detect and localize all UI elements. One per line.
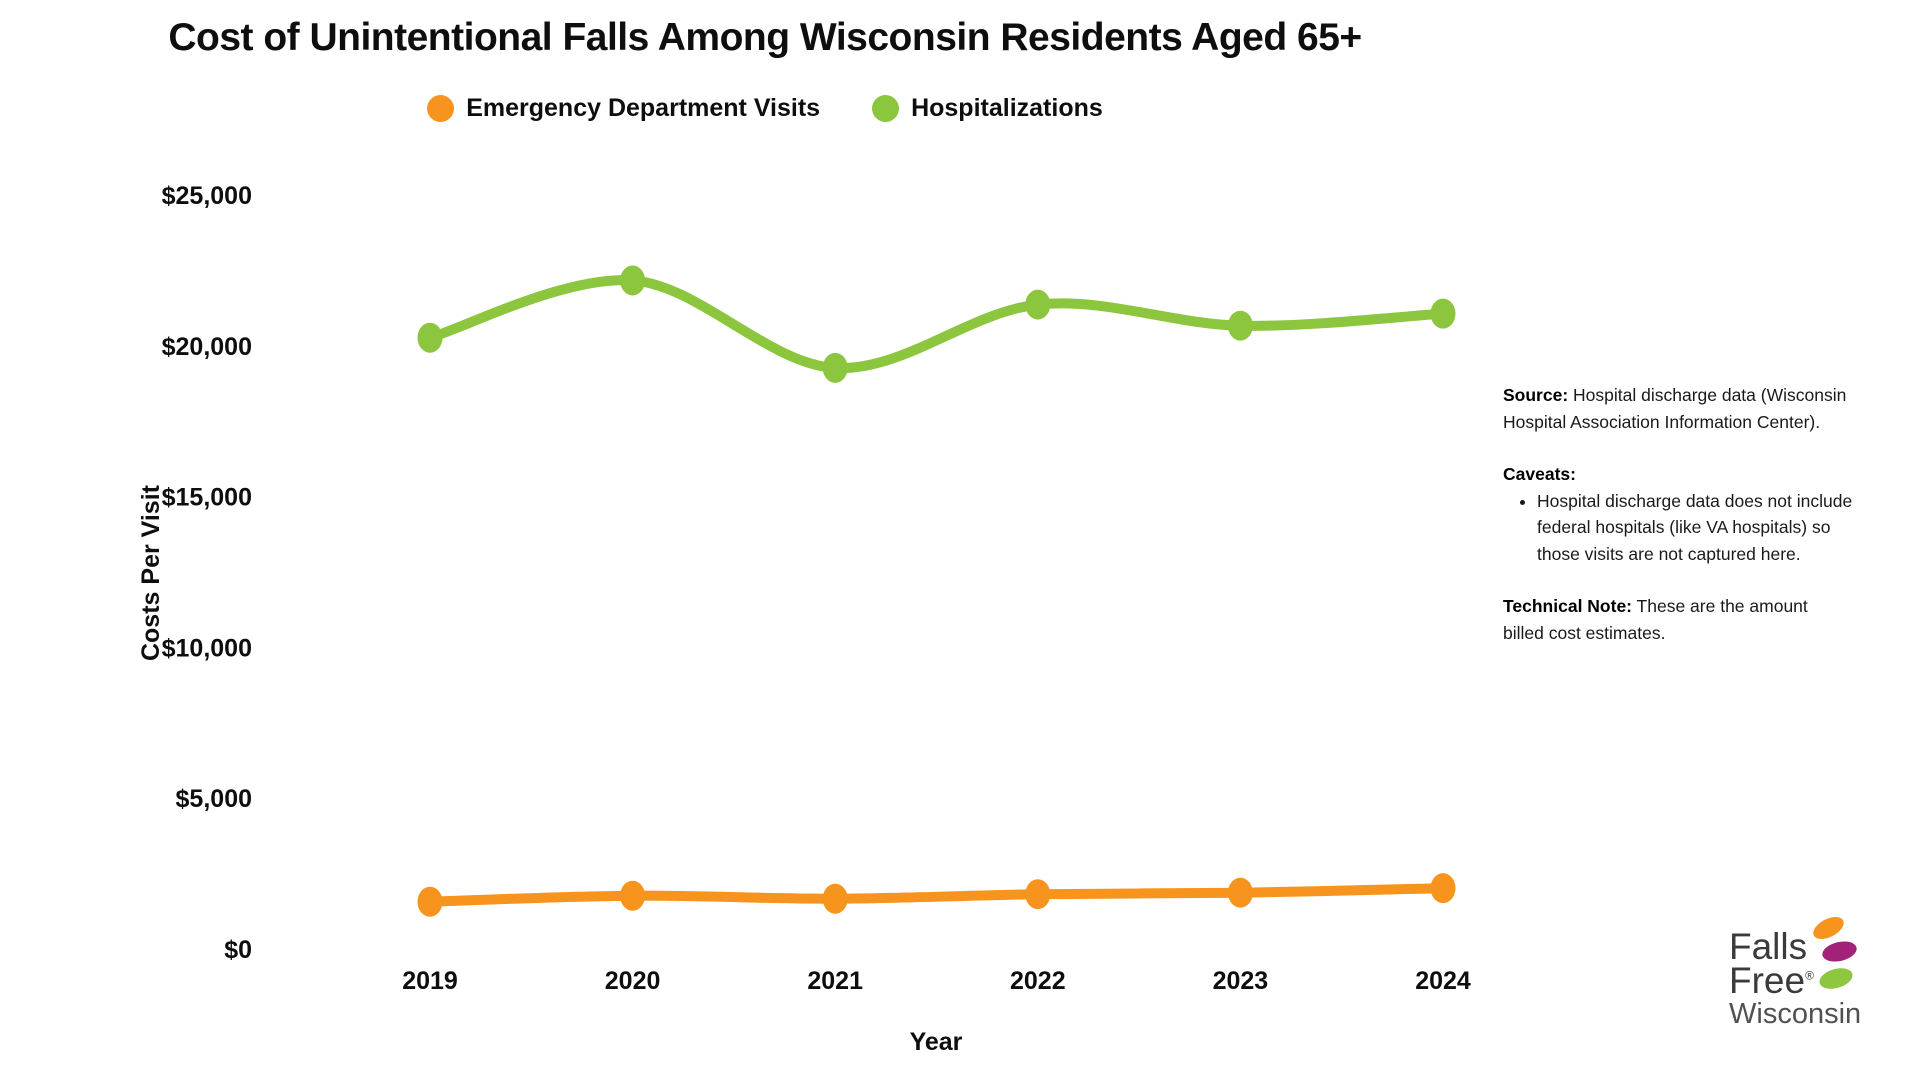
source-note: Source: Hospital discharge data (Wiscons… xyxy=(1503,382,1853,435)
x-tick-label: 2019 xyxy=(402,967,458,995)
data-point-marker xyxy=(1227,310,1253,341)
logo-text-free: Free® xyxy=(1729,960,1814,1002)
series-emergency-department-visits xyxy=(417,873,1456,917)
data-point-marker xyxy=(822,883,848,914)
data-point-marker xyxy=(1025,289,1051,320)
legend-label: Hospitalizations xyxy=(911,94,1103,122)
y-tick-label: $5,000 xyxy=(176,785,252,813)
source-label: Source: xyxy=(1503,385,1569,405)
data-point-marker xyxy=(620,265,646,296)
x-tick-label: 2020 xyxy=(605,967,661,995)
data-point-marker xyxy=(822,352,848,383)
caveats-list: Hospital discharge data does not include… xyxy=(1503,488,1853,568)
series-line xyxy=(425,275,1448,373)
data-point-marker xyxy=(1227,877,1253,908)
source-text: Hospital discharge data (Wisconsin Hospi… xyxy=(1503,385,1847,432)
logo-text-free-word: Free xyxy=(1729,960,1806,1001)
technical-note-label: Technical Note: xyxy=(1503,596,1633,616)
logo-text-falls: Falls xyxy=(1729,926,1808,967)
technical-note-text: These are the amount billed cost estimat… xyxy=(1503,596,1808,643)
notes-panel: Source: Hospital discharge data (Wiscons… xyxy=(1503,382,1853,646)
logo-text-wisconsin: Wisconsin xyxy=(1729,998,1862,1030)
data-point-marker xyxy=(1025,879,1051,910)
data-point-marker xyxy=(1430,298,1456,329)
x-tick-label: 2024 xyxy=(1415,967,1471,995)
falls-free-wisconsin-logo: Falls Free® Wisconsin xyxy=(1723,912,1903,1046)
logo-leaf-green-icon xyxy=(1817,964,1855,993)
y-tick-label: $20,000 xyxy=(162,333,252,361)
x-axis-title: Year xyxy=(910,1028,963,1056)
legend-item-emergency-department-visits: Emergency Department Visits xyxy=(427,94,820,123)
legend-label: Emergency Department Visits xyxy=(466,94,821,122)
x-tick-label: 2021 xyxy=(807,967,863,995)
y-tick-label: $0 xyxy=(224,936,252,964)
chart-legend: Emergency Department Visits Hospitalizat… xyxy=(0,94,1530,123)
caveat-item: Hospital discharge data does not include… xyxy=(1537,488,1853,568)
series-line xyxy=(425,883,1448,907)
legend-dot-orange-icon xyxy=(427,95,455,122)
caveats-label: Caveats: xyxy=(1503,464,1576,484)
data-point-marker xyxy=(1430,873,1456,904)
y-tick-label: $25,000 xyxy=(162,182,252,210)
legend-dot-green-icon xyxy=(872,95,900,122)
data-point-marker xyxy=(417,886,443,917)
legend-item-hospitalizations: Hospitalizations xyxy=(872,94,1103,123)
registered-mark: ® xyxy=(1805,968,1814,983)
chart-title: Cost of Unintentional Falls Among Wiscon… xyxy=(168,16,1362,59)
y-tick-label: $15,000 xyxy=(162,484,252,512)
y-axis-title: Costs Per Visit xyxy=(137,484,165,661)
data-point-marker xyxy=(620,880,646,911)
y-tick-label: $10,000 xyxy=(162,634,252,662)
x-tick-label: 2022 xyxy=(1010,967,1066,995)
x-tick-label: 2023 xyxy=(1213,967,1269,995)
logo-leaf-magenta-icon xyxy=(1820,938,1859,965)
data-point-marker xyxy=(417,322,443,353)
caveats-heading: Caveats: xyxy=(1503,461,1853,488)
series-hospitalizations xyxy=(417,265,1456,383)
technical-note: Technical Note: These are the amount bil… xyxy=(1503,593,1853,646)
